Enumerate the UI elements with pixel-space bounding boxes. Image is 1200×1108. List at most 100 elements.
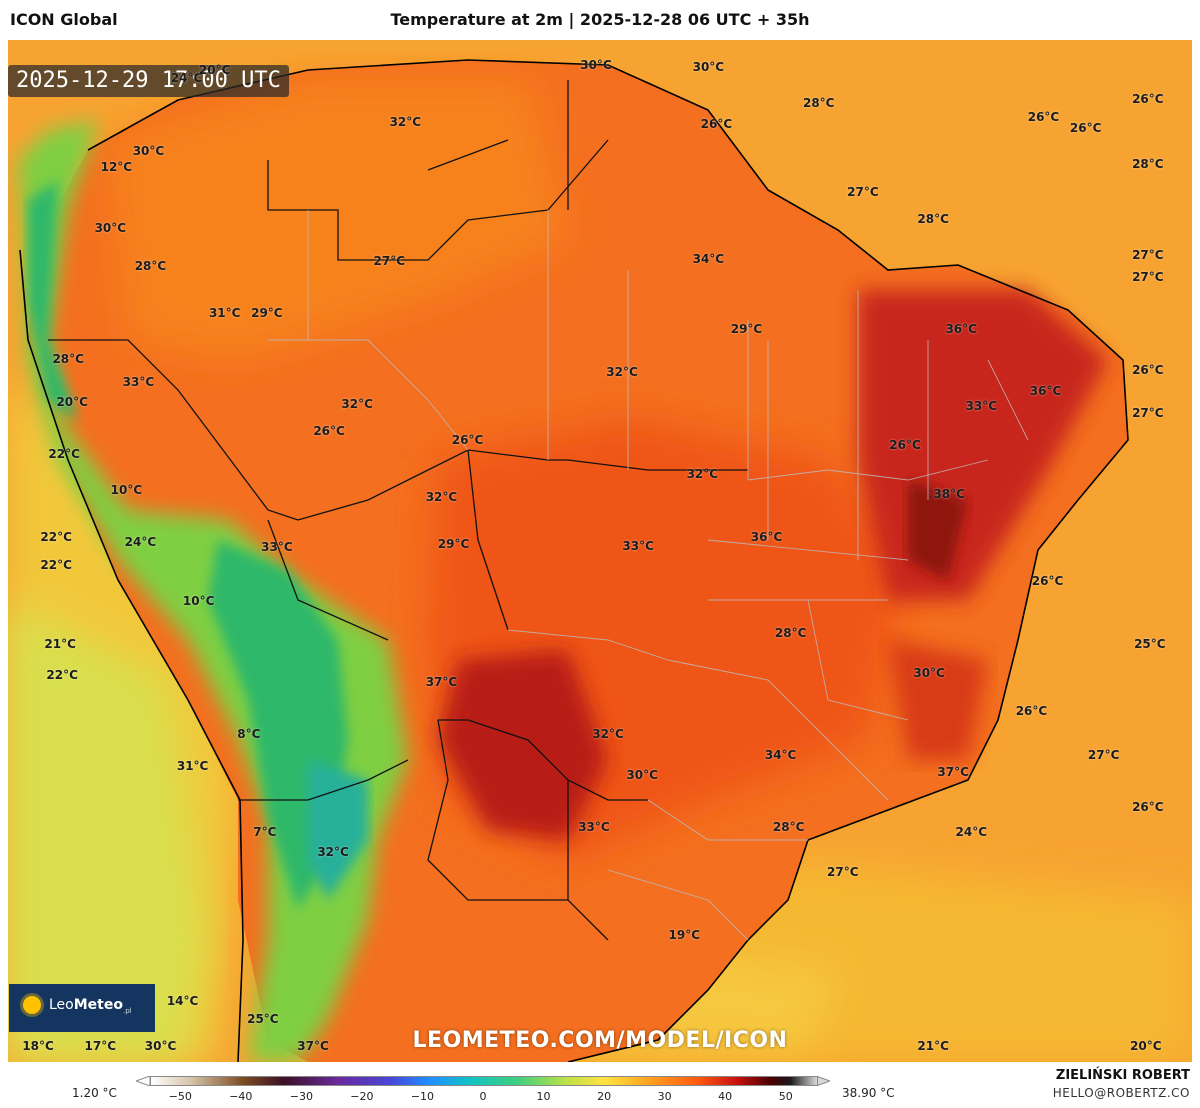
- legend-tick-label: −10: [410, 1090, 435, 1103]
- temperature-label: 27°C: [847, 185, 879, 200]
- temperature-label: 32°C: [425, 490, 458, 505]
- temperature-label: 29°C: [437, 536, 470, 551]
- temperature-label: 22°C: [46, 667, 78, 682]
- temperature-label: 25°C: [247, 1011, 279, 1026]
- legend-tick-label: 20: [597, 1090, 612, 1103]
- temperature-label: 10°C: [110, 483, 143, 498]
- chart-title: Temperature at 2m | 2025-12-28 06 UTC + …: [390, 10, 810, 29]
- temperature-label: 36°C: [750, 529, 783, 544]
- temperature-label: 26°C: [1031, 574, 1064, 589]
- temperature-label: 28°C: [802, 95, 835, 110]
- temperature-label: 30°C: [913, 665, 945, 680]
- legend-tick-label: 0: [479, 1090, 487, 1103]
- logo-suffix: .pl: [122, 1006, 132, 1015]
- legend-tick-label: 10: [536, 1090, 551, 1103]
- legend-tick-label: −50: [168, 1090, 192, 1103]
- temperature-label: 32°C: [592, 726, 624, 741]
- temperature-label: 26°C: [1069, 120, 1102, 135]
- temperature-label: 30°C: [692, 59, 725, 74]
- temperature-label: 30°C: [132, 144, 165, 159]
- temperature-label: 33°C: [261, 540, 293, 555]
- temperature-label: 30°C: [580, 58, 612, 73]
- temperature-label: 28°C: [134, 258, 167, 273]
- temperature-label: 32°C: [341, 396, 373, 411]
- author-name: ZIELIŃSKI ROBERT: [1055, 1068, 1190, 1083]
- legend-tick-label: −40: [229, 1090, 253, 1103]
- temperature-label: 33°C: [622, 538, 654, 553]
- temperature-label: 24°C: [955, 825, 988, 840]
- valid-time-badge: 2025-12-29 17:00 UTC: [8, 65, 289, 97]
- temperature-label: 30°C: [626, 768, 658, 783]
- temperature-label: 10°C: [182, 594, 215, 609]
- legend-max-value: 38.90 °C: [842, 1086, 895, 1100]
- temperature-label: 14°C: [166, 994, 199, 1009]
- temperature-label: 30°C: [94, 221, 127, 236]
- temperature-label: 29°C: [251, 305, 283, 320]
- temperature-label: 26°C: [1132, 92, 1164, 107]
- temperature-label: 28°C: [917, 212, 949, 227]
- temperature-label: 38°C: [933, 486, 965, 501]
- legend-tick-label: 40: [718, 1090, 733, 1103]
- temperature-label: 19°C: [668, 927, 701, 942]
- legend-tick-label: 30: [657, 1090, 672, 1103]
- temperature-label: 26°C: [1027, 110, 1060, 125]
- temperature-label: 28°C: [774, 626, 807, 641]
- sun-icon: [23, 996, 41, 1014]
- author-email[interactable]: HELLO@ROBERTZ.CO: [1052, 1086, 1190, 1100]
- color-legend: 1.20 °C −50 −40 −30 −20 −10 0 10 20 30 40 50 38.90…: [0, 1062, 1200, 1108]
- temperature-label: 24°C: [170, 70, 203, 85]
- temperature-label: 24°C: [124, 535, 157, 550]
- temperature-label: 28°C: [1132, 156, 1164, 171]
- temperature-label: 20°C: [198, 63, 231, 78]
- temperature-label: 37°C: [297, 1038, 329, 1053]
- temperature-label: 7°C: [253, 825, 277, 840]
- temperature-label: 26°C: [313, 423, 345, 438]
- legend-tick-label: −30: [289, 1090, 313, 1103]
- temperature-label: 26°C: [451, 432, 484, 447]
- temperature-label: 27°C: [1132, 269, 1164, 284]
- temperature-label: 37°C: [425, 674, 458, 689]
- logo-brand-a: Leo: [49, 997, 74, 1013]
- temperature-label: 26°C: [1132, 362, 1164, 377]
- map-canvas: [8, 40, 1192, 1062]
- legend-ticks: −50 −40 −30 −20 −10 0 10 20 30 40 50: [0, 1090, 1200, 1106]
- temperature-label: 27°C: [373, 253, 406, 268]
- temperature-label: 36°C: [945, 321, 977, 336]
- temperature-label: 21°C: [44, 637, 76, 652]
- temperature-label: 32°C: [317, 845, 349, 860]
- temperature-label: 36°C: [1029, 384, 1062, 399]
- temperature-label: 27°C: [1087, 748, 1120, 763]
- temperature-label: 22°C: [40, 529, 72, 544]
- temperature-label: 27°C: [1132, 248, 1164, 263]
- temperature-label: 28°C: [772, 820, 805, 835]
- temperature-label: 26°C: [1015, 703, 1048, 718]
- temperature-label: 33°C: [578, 820, 610, 835]
- temperature-label: 22°C: [40, 558, 72, 573]
- url-watermark[interactable]: LEOMETEO.COM/MODEL/ICON: [412, 1028, 788, 1053]
- legend-tick-label: −20: [350, 1090, 374, 1103]
- logo-text: LeoMeteo.pl: [49, 997, 132, 1015]
- temperature-label: 21°C: [917, 1038, 949, 1053]
- model-name: ICON Global: [10, 10, 118, 29]
- temperature-label: 31°C: [176, 759, 209, 774]
- leometeo-logo[interactable]: LeoMeteo.pl: [9, 984, 155, 1032]
- temperature-label: 32°C: [389, 115, 422, 130]
- temperature-label: 34°C: [764, 748, 797, 763]
- temperature-label: 27°C: [827, 864, 859, 879]
- temperature-label: 32°C: [606, 364, 638, 379]
- temperature-label: 32°C: [686, 466, 719, 481]
- logo-brand-b: Meteo: [73, 997, 123, 1013]
- temperature-label: 8°C: [237, 726, 261, 741]
- temperature-label: 28°C: [52, 352, 84, 367]
- temperature-label: 33°C: [965, 398, 998, 413]
- temperature-map[interactable]: 2025-12-29 17:00 UTC 24°C 20°C 30°C 32°C 12°…: [8, 40, 1192, 1062]
- temperature-label: 20°C: [56, 395, 88, 410]
- temperature-label: 33°C: [122, 375, 155, 390]
- temperature-label: 17°C: [84, 1038, 117, 1053]
- temperature-label: 26°C: [889, 438, 921, 453]
- temperature-label: 18°C: [22, 1038, 54, 1053]
- temperature-label: 31°C: [208, 305, 241, 320]
- temperature-label: 12°C: [100, 160, 133, 175]
- temperature-label: 27°C: [1132, 405, 1164, 420]
- legend-tick-label: 50: [778, 1090, 793, 1103]
